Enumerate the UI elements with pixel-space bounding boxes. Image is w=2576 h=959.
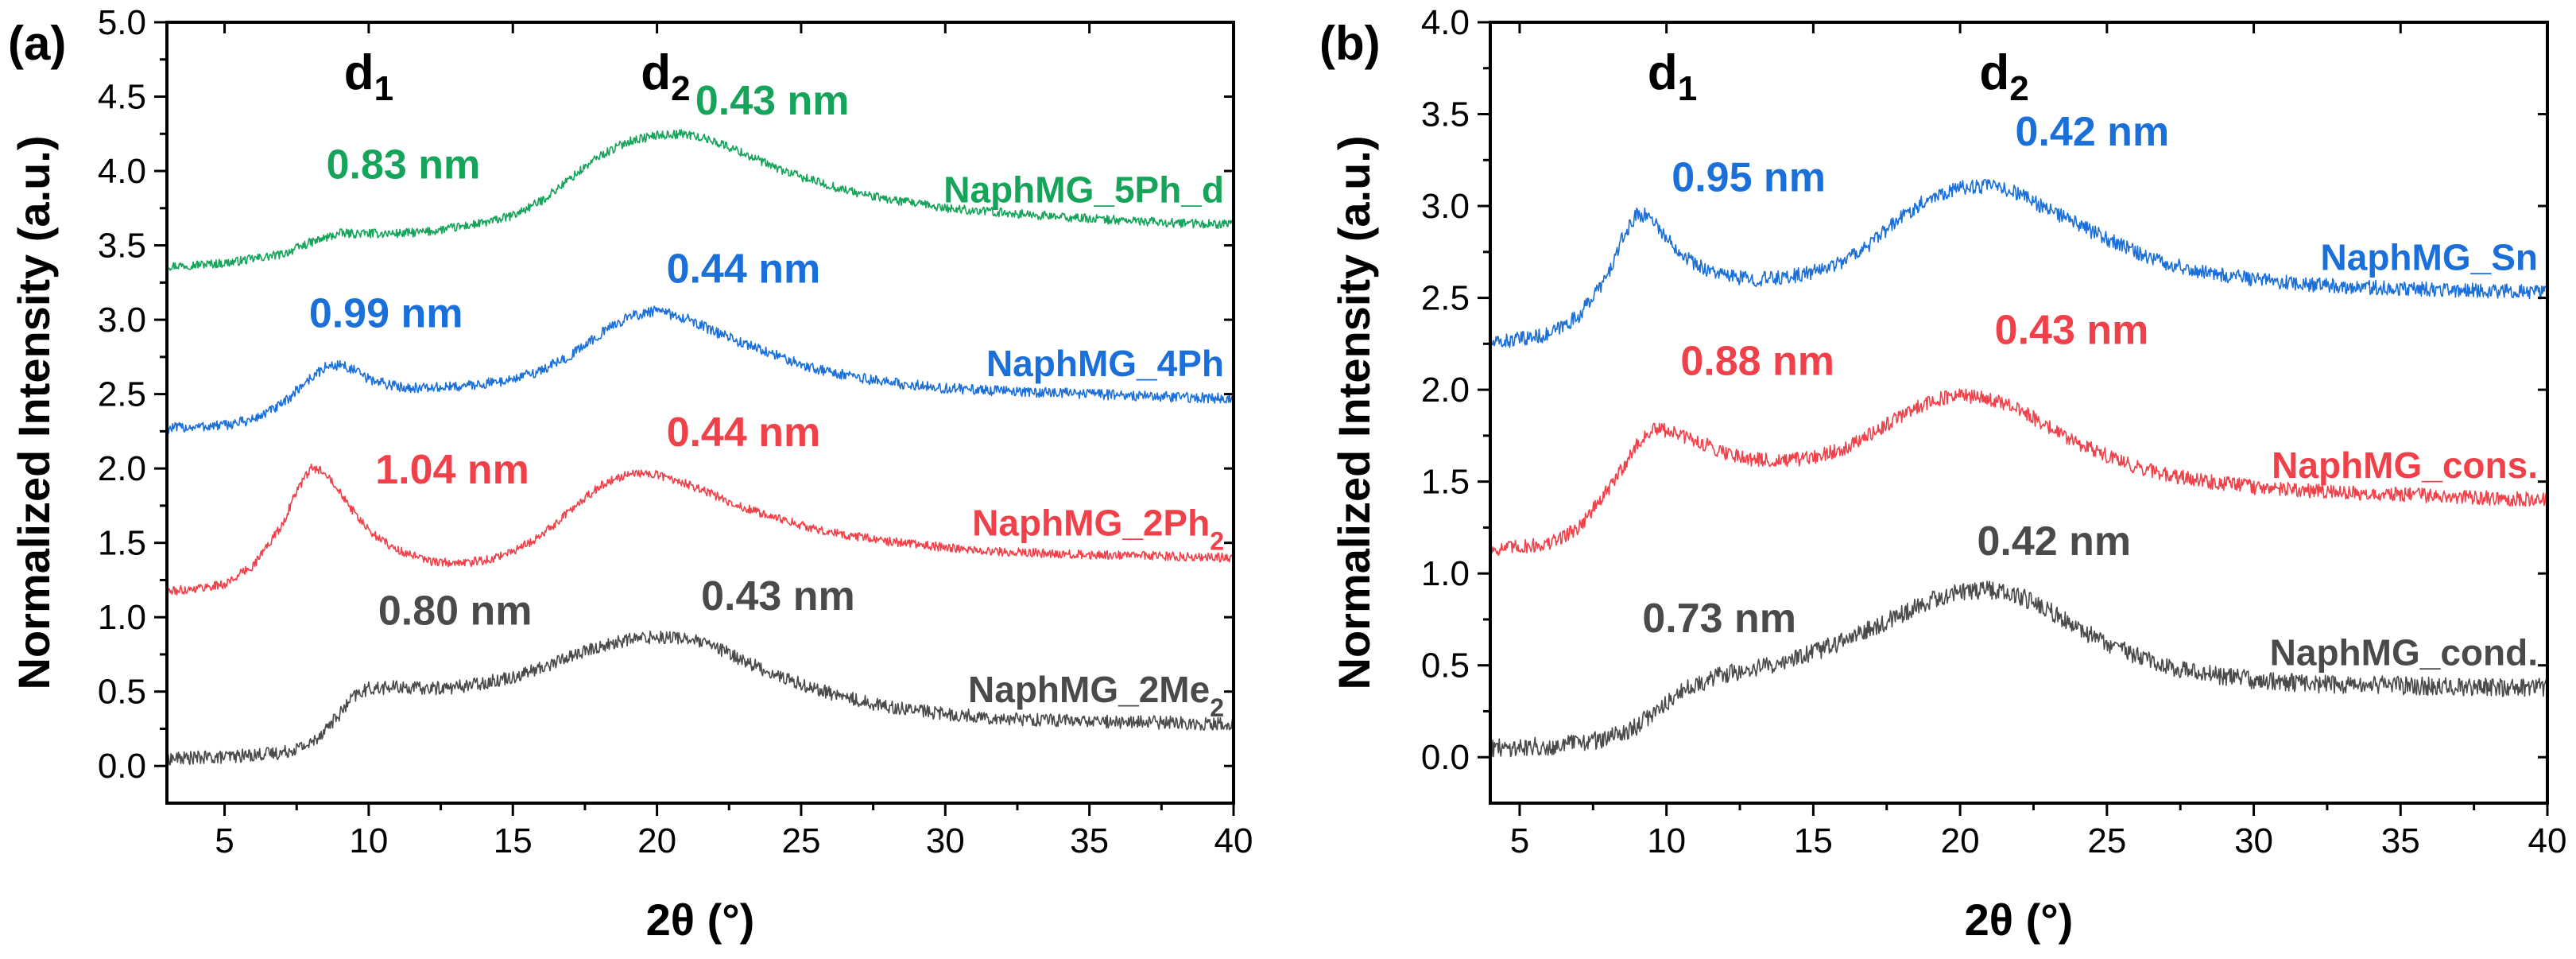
x-tick-label: 35 xyxy=(2381,821,2420,860)
x-tick-label: 30 xyxy=(2234,821,2273,860)
y-tick-label: 1.0 xyxy=(1421,554,1470,593)
plot-frame xyxy=(165,21,1235,805)
legend-label: NaphMG_Sn xyxy=(2321,237,2538,278)
x-tick-label: 35 xyxy=(1070,821,1109,860)
y-tick-label: 0.0 xyxy=(98,747,146,786)
x-tick-label: 30 xyxy=(926,821,965,860)
series-line-NaphMG_5Ph_d xyxy=(166,129,1234,271)
y-tick-label: 0.5 xyxy=(98,673,146,712)
y-tick-label: 2.5 xyxy=(98,375,146,414)
y-tick-label: 2.5 xyxy=(1421,279,1470,318)
x-tick-label: 10 xyxy=(1647,821,1686,860)
peak-label: d1 xyxy=(344,45,393,108)
series-line-NaphMG_cond. xyxy=(1489,580,2548,758)
y-tick-label: 1.5 xyxy=(1421,463,1470,502)
peak-annotation: 0.44 nm xyxy=(667,410,821,456)
series-line-NaphMG_2Ph2 xyxy=(166,463,1234,596)
x-tick-label: 40 xyxy=(2528,821,2567,860)
legend-label: NaphMG_4Ph xyxy=(986,343,1224,384)
series-line-NaphMG_2Me2 xyxy=(166,630,1234,766)
series-line-NaphMG_cons. xyxy=(1489,388,2548,557)
peak-label: d2 xyxy=(641,45,690,108)
peak-annotation: 0.42 nm xyxy=(2016,109,2170,155)
series-line-NaphMG_Sn xyxy=(1489,179,2548,348)
y-tick-label: 3.5 xyxy=(1421,95,1470,134)
peak-label: d1 xyxy=(1648,45,1697,108)
plot-frame xyxy=(1489,21,2549,805)
x-tick-label: 25 xyxy=(2087,821,2126,860)
x-axis-title: 2θ (°) xyxy=(646,895,755,945)
y-tick-label: 1.5 xyxy=(98,524,146,563)
panel-b-chart: 0.95 nm 0.42 nm NaphMG_Sn 0.88 nm 0.43 nm Nap… xyxy=(1319,3,2566,945)
panel-a-chart: 0.83 nm 0.43 nm NaphMG_5Ph_d 0.99 nm 0.44 nm… xyxy=(8,3,1253,945)
peak-annotation: 0.99 nm xyxy=(309,290,463,336)
peak-annotation: 0.43 nm xyxy=(1995,307,2149,353)
legend-label: NaphMG_2Ph2 xyxy=(972,502,1224,555)
x-tick-label: 15 xyxy=(494,821,533,860)
peak-annotation: 0.95 nm xyxy=(1671,155,1826,201)
x-tick-label: 40 xyxy=(1214,821,1253,860)
x-tick-label: 25 xyxy=(781,821,820,860)
legend-label: NaphMG_cond. xyxy=(2270,631,2538,673)
legend-label: NaphMG_5Ph_d xyxy=(943,169,1224,210)
y-axis-title: Normalized Intensity (a.u.) xyxy=(9,136,59,690)
x-tick-label: 15 xyxy=(1794,821,1833,860)
peak-annotation: 0.43 nm xyxy=(701,573,855,619)
peak-annotation: 0.73 nm xyxy=(1642,596,1796,642)
x-tick-label: 20 xyxy=(637,821,676,860)
x-tick-label: 5 xyxy=(215,821,234,860)
y-tick-label: 2.0 xyxy=(98,449,146,488)
peak-annotation: 1.04 nm xyxy=(375,447,529,493)
x-tick-label: 20 xyxy=(1941,821,1980,860)
peak-annotation: 0.83 nm xyxy=(327,142,481,188)
y-tick-label: 3.5 xyxy=(98,227,146,266)
peak-annotation: 0.44 nm xyxy=(667,246,821,292)
y-tick-label: 3.0 xyxy=(98,301,146,340)
panel-label: (a) xyxy=(8,17,66,70)
y-tick-label: 0.0 xyxy=(1421,738,1470,777)
peak-annotation: 0.43 nm xyxy=(695,78,850,124)
y-tick-label: 4.5 xyxy=(98,78,146,117)
legend-label: NaphMG_2Me2 xyxy=(968,669,1224,722)
series-line-NaphMG_4Ph xyxy=(166,305,1234,434)
peak-annotation: 0.80 nm xyxy=(378,588,533,635)
peak-annotation: 0.42 nm xyxy=(1978,518,2132,565)
y-tick-label: 0.5 xyxy=(1421,646,1470,685)
legend-label: NaphMG_cons. xyxy=(2272,445,2538,486)
x-axis-title: 2θ (°) xyxy=(1965,895,2074,945)
y-tick-label: 4.0 xyxy=(1421,3,1470,42)
peak-annotation: 0.88 nm xyxy=(1680,339,1834,385)
y-tick-label: 5.0 xyxy=(98,3,146,42)
peak-label: d2 xyxy=(1979,45,2028,108)
y-tick-label: 1.0 xyxy=(98,598,146,637)
y-tick-label: 4.0 xyxy=(98,152,146,191)
panel-label: (b) xyxy=(1319,17,1381,70)
x-tick-label: 5 xyxy=(1510,821,1529,860)
y-tick-label: 3.0 xyxy=(1421,187,1470,226)
y-tick-label: 2.0 xyxy=(1421,371,1470,410)
y-axis-title: Normalized Intensity (a.u.) xyxy=(1329,136,1379,690)
x-tick-label: 10 xyxy=(349,821,388,860)
